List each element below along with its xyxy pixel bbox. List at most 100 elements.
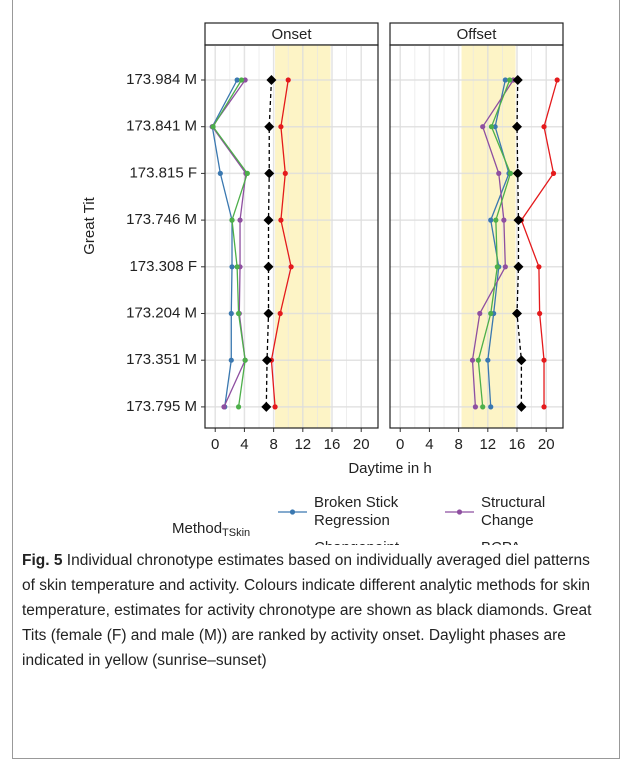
- data-point: [488, 124, 495, 130]
- series-line: [520, 79, 558, 407]
- x-tick-label: 12: [294, 436, 311, 453]
- x-tick-label: 16: [324, 436, 341, 453]
- x-tick-label: 20: [538, 436, 555, 453]
- facet-title: Onset: [271, 26, 312, 43]
- data-point: [496, 170, 502, 176]
- data-point: [488, 404, 494, 410]
- legend-title: MethodTSkin: [172, 520, 250, 539]
- legend-label: Broken Stick Regression: [314, 494, 399, 529]
- data-point: [229, 264, 235, 270]
- panel-border: [204, 44, 379, 429]
- data-point: [266, 75, 277, 85]
- data-point: [513, 261, 524, 272]
- y-tick-label: 173.984 M: [126, 71, 197, 88]
- data-point: [480, 124, 486, 130]
- data-point: [507, 77, 513, 83]
- data-point: [513, 215, 524, 226]
- legend-marker: [289, 509, 296, 515]
- series-line: [516, 79, 523, 407]
- data-point: [475, 357, 481, 363]
- y-tick-label: 173.815 F: [129, 164, 197, 181]
- data-point: [541, 404, 547, 410]
- data-point: [278, 217, 284, 223]
- data-point: [502, 77, 508, 83]
- data-point: [263, 261, 274, 272]
- data-point: [263, 308, 274, 319]
- y-tick-label: 173.795 M: [126, 398, 197, 415]
- series-line: [265, 79, 273, 407]
- panel-border: [389, 44, 564, 429]
- figure-frame: [12, 0, 620, 759]
- x-tick-label: 0: [211, 436, 219, 453]
- data-point: [541, 124, 547, 130]
- data-point: [261, 401, 272, 412]
- data-point: [242, 357, 248, 363]
- facet-title: Offset: [457, 26, 498, 43]
- caption-label: Fig. 5: [22, 552, 63, 569]
- data-point: [554, 77, 560, 83]
- x-tick-label: 4: [425, 436, 433, 453]
- legend-label: Structural Change: [481, 494, 545, 529]
- data-point: [229, 217, 235, 223]
- x-tick-label: 4: [240, 436, 248, 453]
- data-point: [492, 124, 498, 130]
- data-point: [264, 121, 275, 132]
- data-point: [262, 355, 273, 366]
- y-tick-label: 173.351 M: [126, 351, 197, 368]
- data-point: [210, 124, 216, 130]
- data-point: [472, 404, 479, 410]
- data-point: [516, 401, 527, 412]
- x-tick-label: 12: [479, 436, 496, 453]
- data-point: [238, 77, 245, 83]
- data-point: [469, 357, 476, 363]
- data-point: [488, 310, 494, 317]
- data-point: [485, 357, 491, 363]
- data-point: [512, 308, 523, 319]
- data-point: [242, 77, 248, 83]
- data-point: [272, 404, 278, 410]
- y-tick-label: 173.841 M: [126, 118, 197, 135]
- chart: Daytime in h Great Tit 173.984 M 173.841 …: [81, 22, 564, 545]
- series-line: [270, 79, 292, 407]
- data-point: [512, 75, 523, 85]
- data-point: [541, 357, 547, 363]
- data-point: [228, 310, 234, 317]
- data-point: [494, 264, 500, 270]
- series-line: [471, 79, 514, 407]
- x-tick-label: 20: [353, 436, 370, 453]
- data-point: [536, 264, 542, 270]
- data-point: [237, 217, 243, 223]
- series-line: [487, 79, 510, 407]
- data-point: [501, 217, 507, 223]
- data-point: [234, 77, 240, 83]
- data-point: [264, 168, 275, 179]
- data-point: [235, 404, 242, 410]
- data-point: [502, 264, 508, 270]
- data-point: [493, 217, 499, 223]
- data-point: [516, 355, 527, 366]
- data-point: [221, 404, 227, 410]
- data-point: [537, 310, 543, 317]
- legend-title-sub: TSkin: [222, 527, 250, 539]
- data-point: [244, 170, 250, 176]
- x-tick-label: 0: [396, 436, 404, 453]
- legend-marker: [456, 509, 463, 515]
- data-point: [228, 357, 234, 363]
- data-point: [512, 121, 523, 132]
- data-point: [507, 170, 514, 176]
- data-point: [480, 404, 486, 410]
- y-tick-label: 173.308 F: [129, 258, 197, 275]
- data-point: [488, 217, 494, 223]
- y-tick-label: 173.746 M: [126, 211, 197, 228]
- series-line: [477, 79, 512, 407]
- x-tick-label: 16: [509, 436, 526, 453]
- data-point: [234, 264, 240, 270]
- data-point: [235, 310, 242, 317]
- caption: Fig. 5 Individual chronotype estimates b…: [22, 548, 607, 673]
- data-point: [288, 264, 294, 270]
- data-point: [278, 124, 284, 130]
- series-line: [212, 79, 249, 407]
- data-point: [263, 215, 274, 226]
- legend-label: Changepoint: [314, 539, 400, 545]
